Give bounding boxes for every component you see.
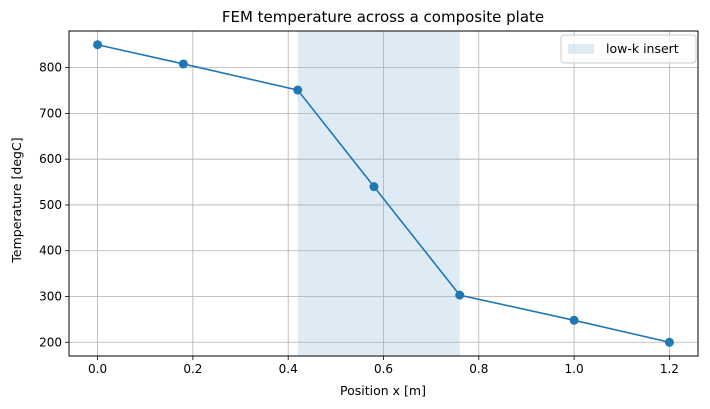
data-point	[569, 315, 579, 325]
y-tick-label: 400	[39, 244, 62, 258]
x-axis-label: Position x [m]	[340, 383, 426, 398]
y-tick-label: 300	[39, 289, 62, 303]
y-tick-label: 700	[39, 106, 62, 120]
legend: low-k insert	[560, 34, 697, 64]
chart-title: FEM temperature across a composite plate	[222, 8, 544, 26]
data-point	[93, 40, 103, 50]
y-tick-label: 800	[39, 61, 62, 75]
y-axis-ticks: 200 300 400 500 600 700 800	[39, 61, 69, 349]
y-tick-label: 200	[39, 335, 62, 349]
y-tick-label: 500	[39, 198, 62, 212]
x-tick-label: 0.6	[374, 362, 393, 376]
x-tick-label: 1.0	[565, 362, 584, 376]
x-tick-label: 0.4	[279, 362, 298, 376]
legend-box	[560, 34, 697, 64]
y-tick-label: 600	[39, 152, 62, 166]
data-point	[664, 337, 674, 347]
x-tick-label: 0.8	[469, 362, 488, 376]
y-axis-label: Temperature [degC]	[9, 137, 24, 263]
x-tick-label: 1.2	[660, 362, 679, 376]
x-tick-label: 0.2	[183, 362, 202, 376]
data-point	[293, 85, 303, 95]
data-point	[455, 290, 465, 300]
data-series	[93, 40, 674, 347]
data-point	[178, 59, 188, 69]
grid-lines	[69, 31, 698, 356]
legend-swatch	[568, 44, 594, 54]
x-tick-label: 0.0	[88, 362, 107, 376]
data-point	[369, 182, 379, 192]
legend-label: low-k insert	[606, 41, 679, 56]
x-axis-ticks: 0.0 0.2 0.4 0.6 0.8 1.0 1.2	[88, 356, 679, 376]
